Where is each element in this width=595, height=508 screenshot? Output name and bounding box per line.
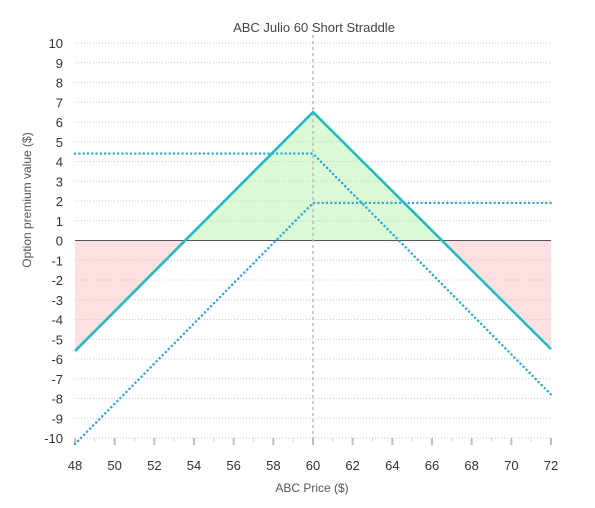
y-tick-label: -4 bbox=[51, 313, 63, 328]
x-tick-label: 62 bbox=[345, 458, 359, 473]
x-tick-label: 60 bbox=[306, 458, 320, 473]
y-tick-label: -5 bbox=[51, 332, 63, 347]
y-tick-label: -10 bbox=[44, 431, 63, 446]
series-line-3 bbox=[73, 201, 553, 446]
x-tick-label: 48 bbox=[68, 458, 82, 473]
x-tick-label: 72 bbox=[544, 458, 558, 473]
axis-layer bbox=[74, 35, 552, 445]
y-tick-label: -2 bbox=[51, 273, 63, 288]
x-axis-title: ABC Price ($) bbox=[275, 481, 348, 495]
y-tick-label: -9 bbox=[51, 411, 63, 426]
y-tick-label: 7 bbox=[56, 95, 63, 110]
y-tick-label: 0 bbox=[56, 234, 63, 249]
y-tick-label: 6 bbox=[56, 115, 63, 130]
y-tick-label: -6 bbox=[51, 352, 63, 367]
series-line-2 bbox=[73, 152, 553, 396]
x-tick-label: 50 bbox=[107, 458, 121, 473]
y-tick-label: 5 bbox=[56, 135, 63, 150]
y-tick-label: 3 bbox=[56, 174, 63, 189]
y-tick-label: -7 bbox=[51, 372, 63, 387]
x-tick-label: 58 bbox=[266, 458, 280, 473]
y-tick-label: 1 bbox=[56, 214, 63, 229]
x-tick-label: 68 bbox=[464, 458, 478, 473]
y-tick-label: -3 bbox=[51, 293, 63, 308]
y-tick-label: -8 bbox=[51, 392, 63, 407]
y-axis-title: Option premium value ($) bbox=[20, 132, 34, 267]
y-tick-label: 4 bbox=[56, 155, 63, 170]
x-tick-label: 52 bbox=[147, 458, 161, 473]
x-tick-label: 54 bbox=[187, 458, 201, 473]
series-line-1 bbox=[74, 110, 552, 353]
x-tick-label: 70 bbox=[504, 458, 518, 473]
chart-title: ABC Julio 60 Short Straddle bbox=[233, 20, 395, 35]
y-tick-label: 10 bbox=[49, 36, 63, 51]
y-tick-label: -1 bbox=[51, 253, 63, 268]
y-tick-label: 2 bbox=[56, 194, 63, 209]
profit-region bbox=[185, 112, 442, 241]
y-tick-label: 9 bbox=[56, 56, 63, 71]
x-tick-label: 56 bbox=[226, 458, 240, 473]
y-tick-label: 8 bbox=[56, 76, 63, 91]
x-tick-label: 64 bbox=[385, 458, 399, 473]
x-tick-label: 66 bbox=[425, 458, 439, 473]
series-layer bbox=[73, 110, 553, 446]
